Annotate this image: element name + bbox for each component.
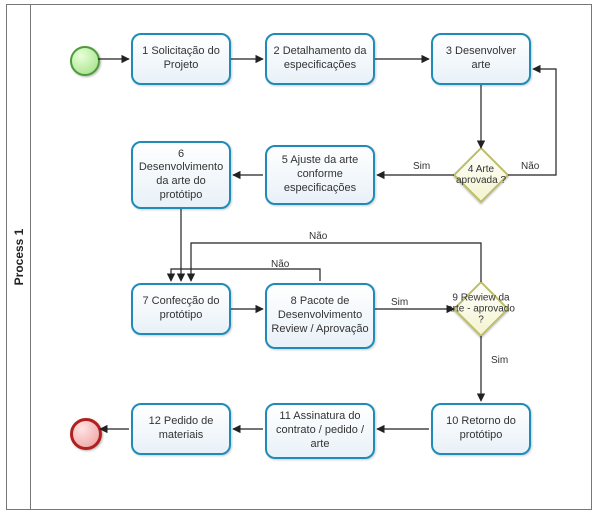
task-7: 7 Confecção do protótipo [131,283,231,335]
edge-label-g9-sim: Sim [491,355,508,366]
task-1: 1 Solicitação do Projeto [131,33,231,85]
gateway-9-label: 9 Rewiew da arte - aprovado ? [446,293,516,326]
lane-label-container: Process 1 [7,5,31,509]
edge-label-g4-sim: Sim [413,161,430,172]
task-7-label: 7 Confecção do protótipo [137,295,225,323]
gateway-9: 9 Rewiew da arte - aprovado ? [456,284,506,334]
task-5-label: 5 Ajuste da arte conforme especificações [271,154,369,195]
task-2: 2 Detalhamento da especificações [265,33,375,85]
task-6-label: 6 Desenvolvimento da arte do protótipo [137,148,225,203]
task-3: 3 Desenvolver arte [431,33,531,85]
task-11-label: 11 Assinatura do contrato / pedido / art… [271,410,369,451]
task-10-label: 10 Retorno do protótipo [437,415,525,443]
diagram-canvas: 1 Solicitação do Projeto 2 Detalhamento … [31,5,591,509]
task-11: 11 Assinatura do contrato / pedido / art… [265,403,375,459]
task-12: 12 Pedido de materiais [131,403,231,455]
gateway-4: 4 Arte aprovada ? [456,150,506,200]
task-12-label: 12 Pedido de materiais [137,415,225,443]
edge-label-g8-naotop: Não [309,231,327,242]
lane-title: Process 1 [12,229,26,286]
task-3-label: 3 Desenvolver arte [437,45,525,73]
task-6: 6 Desenvolvimento da arte do protótipo [131,141,231,209]
task-8-label: 8 Pacote de Desenvolvimento Review / Apr… [271,295,369,336]
task-2-label: 2 Detalhamento da especificações [271,45,369,73]
end-event [70,418,102,450]
gateway-4-label: 4 Arte aprovada ? [446,164,516,186]
edge-label-g8-sim: Sim [391,297,408,308]
edge-label-g8-naomid: Não [271,259,289,270]
edge-label-g4-nao: Não [521,161,539,172]
task-1-label: 1 Solicitação do Projeto [137,45,225,73]
task-10: 10 Retorno do protótipo [431,403,531,455]
task-5: 5 Ajuste da arte conforme especificações [265,145,375,205]
task-8: 8 Pacote de Desenvolvimento Review / Apr… [265,283,375,349]
start-event [70,46,100,76]
pool-process1: Process 1 1 Solicitação do Projeto 2 Det… [6,4,592,510]
